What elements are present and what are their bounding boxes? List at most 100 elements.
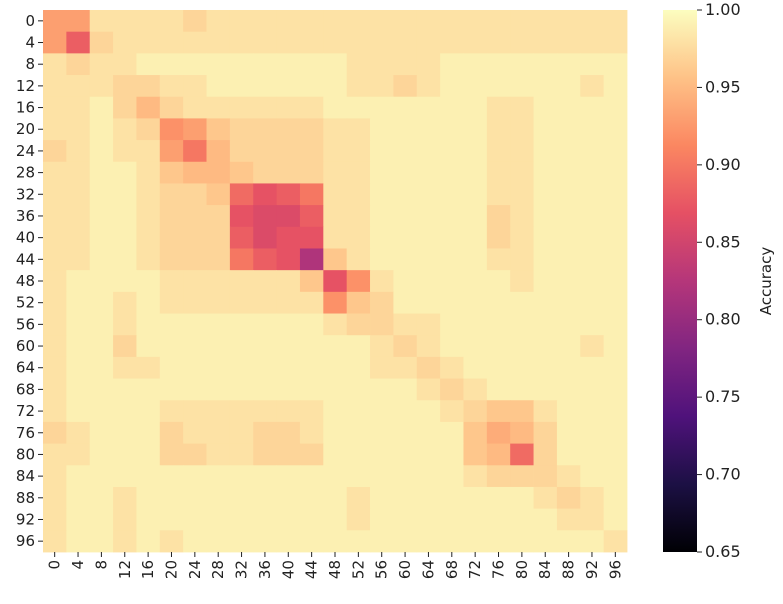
cell xyxy=(346,421,371,444)
cell xyxy=(486,335,511,358)
cell xyxy=(346,31,371,54)
cell xyxy=(299,400,324,423)
cell xyxy=(440,486,464,510)
cell xyxy=(440,10,464,33)
y-tick-label: 20 xyxy=(16,120,35,138)
cell xyxy=(276,421,301,444)
y-tick-label: 84 xyxy=(16,467,35,485)
cell xyxy=(299,443,324,466)
cell xyxy=(533,31,558,54)
cell xyxy=(183,270,207,293)
cell xyxy=(206,400,231,423)
cell xyxy=(486,53,511,76)
cell xyxy=(370,205,394,228)
cell xyxy=(533,226,558,249)
cell xyxy=(89,530,114,553)
cell xyxy=(370,96,394,119)
cell xyxy=(66,96,91,119)
cell xyxy=(580,10,605,33)
cell xyxy=(253,118,277,141)
cell xyxy=(393,226,418,249)
cell xyxy=(253,10,277,33)
cell xyxy=(440,291,464,314)
cell xyxy=(159,400,184,423)
cell xyxy=(486,443,511,466)
x-tick-label: 32 xyxy=(233,560,251,579)
cell xyxy=(580,140,605,163)
cell xyxy=(66,31,91,54)
cell xyxy=(370,10,394,33)
cell xyxy=(393,75,418,98)
cell xyxy=(183,508,207,531)
cell xyxy=(299,291,324,314)
cell xyxy=(206,248,231,271)
cell xyxy=(580,356,605,379)
cell xyxy=(486,465,511,488)
y-tick-label: 16 xyxy=(16,99,35,117)
cell xyxy=(89,118,114,141)
cell xyxy=(276,356,301,379)
cell xyxy=(183,443,207,466)
cell xyxy=(463,140,488,163)
cell xyxy=(253,378,277,401)
cell xyxy=(486,486,511,510)
cell xyxy=(159,75,184,98)
cell xyxy=(299,96,324,119)
cell xyxy=(206,465,231,488)
cell xyxy=(136,31,161,54)
cell xyxy=(43,335,67,358)
cell xyxy=(43,118,67,141)
cell xyxy=(463,118,488,141)
cell xyxy=(416,291,441,314)
cell xyxy=(276,161,301,184)
cell xyxy=(43,356,67,379)
cell xyxy=(299,248,324,271)
cell xyxy=(416,183,441,206)
cell xyxy=(206,443,231,466)
cell xyxy=(533,313,558,336)
cell xyxy=(276,75,301,98)
cell xyxy=(276,205,301,228)
cell xyxy=(393,313,418,336)
cell xyxy=(603,400,628,423)
cell xyxy=(89,31,114,54)
cell xyxy=(276,53,301,76)
cell xyxy=(183,291,207,314)
cell xyxy=(486,248,511,271)
cell xyxy=(416,378,441,401)
cell xyxy=(276,465,301,488)
cell xyxy=(580,508,605,531)
cell xyxy=(510,291,534,314)
cell xyxy=(510,96,534,119)
cell xyxy=(346,161,371,184)
cell xyxy=(440,96,464,119)
cell xyxy=(43,10,67,33)
cell xyxy=(510,530,534,553)
cell xyxy=(206,10,231,33)
x-tick-label: 72 xyxy=(466,560,484,579)
cell xyxy=(113,421,137,444)
cell xyxy=(113,140,137,163)
cell xyxy=(276,378,301,401)
cell xyxy=(253,75,277,98)
cell xyxy=(510,75,534,98)
cell xyxy=(229,486,254,510)
cell xyxy=(229,161,254,184)
cell xyxy=(299,53,324,76)
cell xyxy=(89,161,114,184)
cell xyxy=(113,31,137,54)
cell xyxy=(66,465,91,488)
cell xyxy=(346,248,371,271)
cell xyxy=(603,291,628,314)
cell xyxy=(136,161,161,184)
cell xyxy=(323,10,348,33)
cell xyxy=(206,356,231,379)
cell xyxy=(66,443,91,466)
cell xyxy=(440,248,464,271)
cell xyxy=(463,96,488,119)
cell xyxy=(603,508,628,531)
cell xyxy=(136,443,161,466)
cell xyxy=(66,291,91,314)
cell xyxy=(533,508,558,531)
